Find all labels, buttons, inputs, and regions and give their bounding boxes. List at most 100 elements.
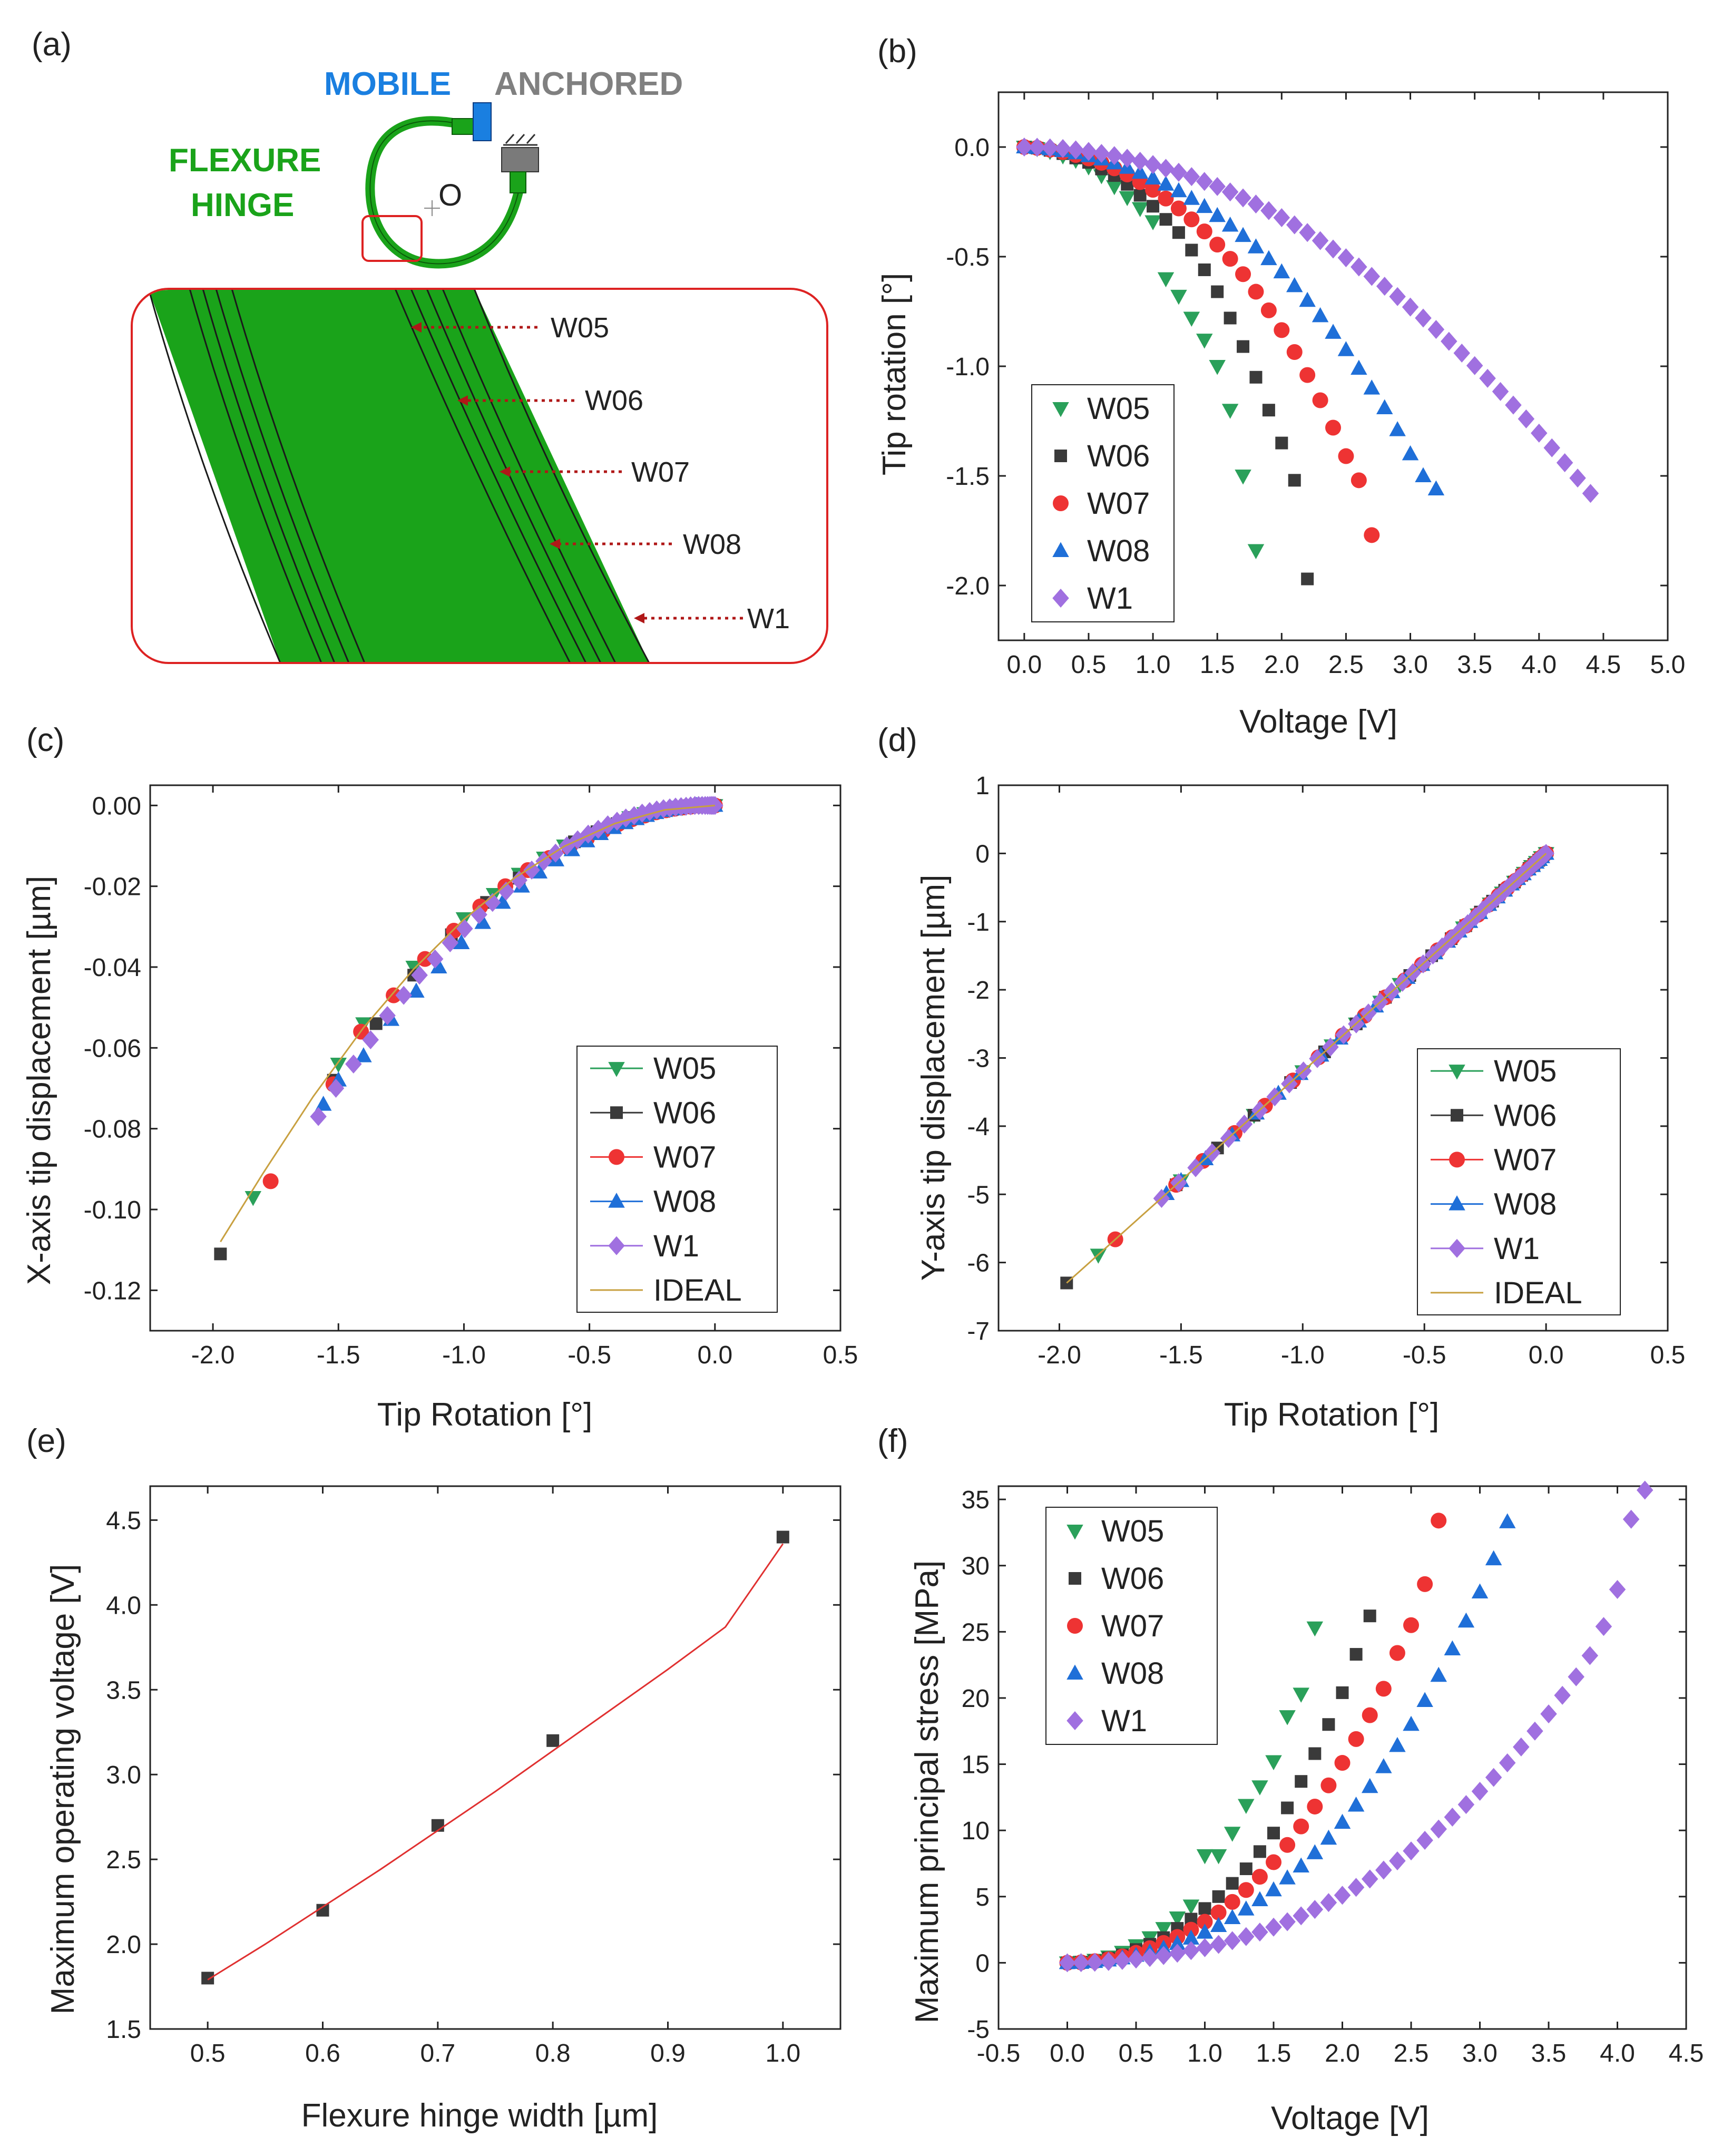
panel-f-legend-label-w06: W06 [1101, 1562, 1164, 1596]
panel-b-point-w1 [1466, 356, 1483, 375]
panel-f-point-w07 [1293, 1818, 1309, 1835]
panel-c-point-w1 [523, 861, 540, 880]
panel-b-point-w08 [1402, 445, 1419, 461]
panel-f-point-w08 [1182, 1929, 1200, 1945]
panel-b-point-w05 [1131, 202, 1149, 217]
panel-f-point-w1 [1416, 1831, 1433, 1850]
panel-b-legend: W05 W06 W07 W08 W1 [1031, 384, 1175, 622]
panel-b-point-w07 [1196, 223, 1212, 240]
panel-c-legend-marker-w05 [608, 1062, 625, 1077]
panel-d-legend-label-w07: W07 [1494, 1143, 1557, 1177]
origin-label: O [438, 178, 462, 212]
width-label-w1: W1 [747, 603, 790, 635]
panel-d-ylabel: Y-axis tip displacement [µm] [915, 875, 952, 1281]
panel-b-point-w1 [1221, 182, 1239, 202]
panel-f-ytick-label: 35 [962, 1486, 990, 1514]
panel-b-point-w08 [1312, 307, 1329, 323]
panel-f-point-w1 [1581, 1646, 1599, 1665]
panel-f-point-w08 [1471, 1583, 1489, 1598]
panel-b-point-w1 [1505, 395, 1522, 415]
panel-e-ytick-label: 3.5 [106, 1676, 141, 1704]
panel-f-point-w1 [1430, 1819, 1447, 1839]
panel-f-point-w1 [1320, 1893, 1337, 1913]
flexure-label-line1: FLEXURE [169, 142, 321, 179]
panel-f-legend-marker-w06 [1069, 1572, 1081, 1585]
panel-f-point-w1 [1457, 1795, 1475, 1814]
panel-d-xtick-label: -0.5 [1403, 1341, 1446, 1369]
panel-f-legend-marker-w08 [1067, 1664, 1083, 1680]
panel-c-xtick-label: -1.5 [317, 1341, 360, 1369]
panel-e-ylabel: Maximum operating voltage [V] [45, 1564, 81, 2015]
panel-c: (c) Tip Rotation [°] X-axis tip displace… [21, 722, 858, 1433]
panel-f-point-w07 [1210, 1904, 1227, 1920]
panel-f-point-w1 [1293, 1906, 1309, 1926]
panel-f-point-w1 [1622, 1509, 1640, 1529]
panel-b-point-w06 [1198, 263, 1211, 276]
panel-c-point-w1 [327, 1079, 345, 1098]
mobile-block [473, 102, 492, 141]
panel-f-point-w1 [1141, 1948, 1158, 1967]
panel-c-point-w08 [430, 958, 447, 973]
panel-f-point-w06 [1239, 1862, 1253, 1876]
panel-e-ytick-label: 4.0 [106, 1592, 141, 1620]
panel-b-point-w1 [1144, 155, 1161, 174]
panel-b-point-w07 [1299, 367, 1316, 383]
panel-b-legend-marker-w05 [1052, 402, 1069, 417]
panel-f-ytick-label: 20 [962, 1685, 990, 1713]
width-label-w08: W08 [683, 529, 741, 560]
panel-b-point-w08 [1325, 324, 1342, 339]
origin-cross [424, 200, 440, 216]
panel-b-point-w1 [1260, 201, 1277, 220]
panel-b-point-w08 [1209, 207, 1226, 222]
panel-d-legend-label-w06: W06 [1494, 1098, 1557, 1133]
panel-c-point-w1 [456, 919, 473, 939]
panel-e-series-fit-line [207, 1543, 784, 1981]
panel-e-series-points [201, 1530, 789, 1985]
panel-f-legend-marker-w1 [1067, 1711, 1083, 1730]
panel-d-ytick-label: 1 [975, 772, 990, 800]
width-label-w05: W05 [551, 312, 609, 344]
panel-b-point-w08 [1157, 175, 1175, 191]
panel-f-point-w07 [1307, 1798, 1323, 1814]
panel-b-point-w06 [1147, 200, 1160, 213]
panel-b-point-w1 [1351, 257, 1367, 277]
panel-f-point-w1 [1238, 1927, 1255, 1946]
panel-f-point-w08 [1196, 1924, 1214, 1939]
panel-f-point-w07 [1279, 1837, 1296, 1853]
width-label-w06: W06 [585, 385, 643, 416]
panel-c-point-w08 [474, 914, 491, 929]
panel-b-point-w08 [1260, 250, 1277, 266]
panel-f-point-w08 [1499, 1513, 1516, 1528]
panel-c-point-w06 [369, 1017, 383, 1030]
panel-f-point-w06 [1295, 1775, 1308, 1788]
panel-b-point-w05 [1196, 334, 1213, 349]
panel-c-ytick-label: -0.12 [84, 1277, 141, 1305]
panel-f-xtick-label: 4.5 [1669, 2040, 1704, 2067]
panel-b-point-w05 [1235, 470, 1251, 485]
width-arrows [416, 326, 743, 620]
panel-b-point-w08 [1427, 480, 1445, 495]
panel-c-ytick-label: 0.00 [92, 792, 141, 820]
panel-b-point-w07 [1325, 420, 1341, 436]
panel-f-xtick-label: 2.0 [1325, 2040, 1360, 2067]
panel-e-xtick-label: 1.0 [765, 2040, 800, 2067]
panel-b-point-w1 [1402, 297, 1419, 317]
panel-b-point-w07 [1364, 527, 1380, 543]
panel-f-xtick-label: 1.0 [1187, 2040, 1222, 2067]
panel-f-point-w1 [1471, 1782, 1489, 1801]
panel-d-legend-box [1417, 1048, 1621, 1315]
panel-e-xlabel: Flexure hinge width [µm] [301, 2098, 658, 2134]
panel-f-point-w1 [1251, 1923, 1268, 1942]
panel-c-legend-label-w05: W05 [653, 1051, 716, 1086]
panel-e-xtick-label: 0.5 [190, 2040, 226, 2067]
panel-b-point-w06 [1224, 311, 1237, 325]
panel-e-ytick-label: 1.5 [106, 2016, 141, 2044]
panel-b-point-w1 [1041, 138, 1059, 158]
panel-f-point-w08 [1403, 1715, 1420, 1731]
panel-a-label: (a) [32, 26, 72, 63]
panel-b-point-w1 [1427, 320, 1445, 339]
panel-c-ytick-label: -0.04 [84, 954, 141, 982]
panel-b-point-w1 [1183, 167, 1200, 187]
panel-b-point-w1 [1016, 138, 1033, 157]
panel-d-label: (d) [877, 722, 917, 758]
